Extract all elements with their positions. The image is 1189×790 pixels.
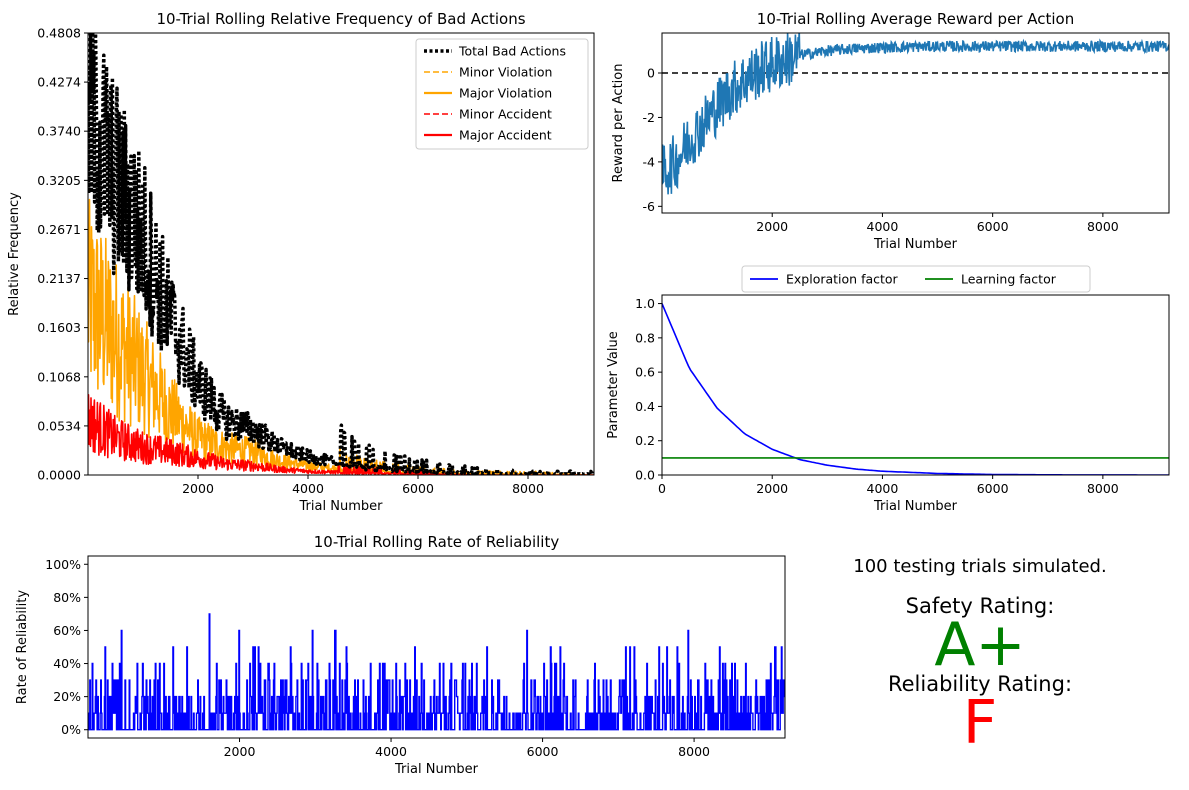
x-axis-label: Trial Number — [394, 762, 479, 777]
y-tick-label: 0.0534 — [37, 418, 81, 433]
y-tick-label: 0.2137 — [37, 271, 81, 286]
axes-frame — [87, 32, 595, 476]
y-tick-label: 0.1068 — [37, 369, 81, 384]
y-tick-label: 0.4 — [635, 399, 655, 414]
y-tick-label: 0% — [61, 722, 81, 737]
x-tick-label: 6000 — [977, 481, 1009, 496]
x-tick-label: 4000 — [292, 481, 324, 496]
x-tick-label: 8000 — [678, 744, 710, 759]
plot-area — [88, 613, 785, 731]
y-tick-label: 20% — [53, 689, 81, 704]
legend: Total Bad Actions Minor Violation Major Vi… — [415, 38, 589, 150]
y-axis-label: Reward per Action — [611, 64, 626, 183]
y-tick-label: 0.2671 — [37, 222, 81, 237]
y-tick-label: 0.3740 — [37, 124, 81, 139]
legend-label: Exploration factor — [786, 272, 899, 287]
chart-panel-3: 0 2000 4000 6000 8000 0.0 0.2 0.4 0.6 0.8 1.0 Trial… — [606, 265, 1170, 514]
x-tick-label: 8000 — [1087, 481, 1119, 496]
plot-area — [662, 33, 1169, 195]
y-tick-label: -4 — [643, 154, 656, 169]
x-tick-label: 6000 — [402, 481, 434, 496]
chart-panel-1: 2000 4000 6000 8000 0.0000 0.0534 0.1068 0.1603… — [7, 10, 595, 514]
y-tick-label: -2 — [643, 110, 655, 125]
y-tick-label: 0.3205 — [37, 173, 81, 188]
safety-rating-grade: A+ — [934, 610, 1026, 680]
chart-panel-2: 2000 4000 6000 8000 -6 -4 -2 0 10-Trial Rolling … — [611, 10, 1170, 252]
legend-label: Learning factor — [961, 272, 1057, 287]
x-tick-label: 8000 — [512, 481, 544, 496]
y-tick-label: 40% — [53, 656, 81, 671]
legend-label: Minor Accident — [459, 107, 552, 122]
chart-title: 10-Trial Rolling Relative Frequency of B… — [156, 10, 525, 28]
x-tick-label: 6000 — [977, 219, 1009, 234]
x-tick-label: 6000 — [527, 744, 559, 759]
axes-frame — [87, 555, 786, 739]
x-axis-label: Trial Number — [299, 499, 384, 514]
x-tick-label: 2000 — [756, 481, 788, 496]
y-tick-label: 0.4274 — [37, 75, 81, 90]
legend-label: Total Bad Actions — [458, 44, 566, 59]
y-tick-label: 0.0000 — [37, 468, 81, 483]
x-tick-label: 2000 — [756, 219, 788, 234]
legend-box — [415, 38, 589, 150]
y-tick-label: 0.4808 — [37, 26, 81, 41]
summary-panel: 100 testing trials simulated. Safety Rat… — [800, 552, 1160, 758]
plot-area — [88, 33, 594, 475]
series-line-total-bad-actions — [88, 33, 594, 475]
x-tick-label: 2000 — [224, 744, 256, 759]
x-tick-label: 8000 — [1087, 219, 1119, 234]
trials-count-text: 100 testing trials simulated. — [853, 556, 1107, 577]
reliability-series-line — [88, 613, 785, 731]
plot-area — [662, 303, 1169, 475]
x-tick-label: 4000 — [867, 219, 899, 234]
axes-frame — [661, 294, 1170, 476]
legend: Exploration factor Learning factor — [741, 265, 1091, 293]
axes-frame — [661, 32, 1170, 214]
x-axis-label: Trial Number — [873, 237, 958, 252]
x-axis-label: Trial Number — [873, 499, 958, 514]
y-tick-label: 60% — [53, 623, 81, 638]
legend-label: Minor Violation — [459, 65, 552, 80]
y-tick-label: 0.2 — [635, 433, 655, 448]
y-tick-label: 100% — [45, 557, 81, 572]
reliability-rating-label: Reliability Rating: — [887, 672, 1073, 696]
series-line-exploration-factor — [662, 303, 1169, 475]
x-tick-label: 4000 — [867, 481, 899, 496]
y-axis-label: Parameter Value — [606, 331, 621, 438]
legend-label: Major Accident — [459, 128, 552, 143]
y-tick-label: 1.0 — [635, 296, 655, 311]
y-tick-label: 0.6 — [635, 365, 655, 380]
series-line-major-accident — [88, 394, 594, 475]
y-tick-label: 0.0 — [635, 468, 655, 483]
y-tick-label: 80% — [53, 590, 81, 605]
reliability-rating-grade: F — [962, 688, 998, 758]
y-tick-label: -6 — [643, 199, 656, 214]
y-tick-label: 0.1603 — [37, 320, 81, 335]
x-tick-label: 2000 — [182, 481, 214, 496]
chart-panel-4: 2000 4000 6000 8000 0% 20% 40% 60% 80% 100% 10-Tri… — [15, 533, 786, 777]
y-axis-label: Rate of Reliability — [15, 590, 30, 704]
y-tick-label: 0 — [647, 66, 655, 81]
reward-series-line — [662, 33, 1169, 195]
x-tick-label: 0 — [658, 481, 666, 496]
y-axis-label: Relative Frequency — [7, 192, 22, 316]
legend-label: Major Violation — [459, 86, 552, 101]
chart-title: 10-Trial Rolling Average Reward per Acti… — [757, 10, 1074, 28]
chart-title: 10-Trial Rolling Rate of Reliability — [314, 533, 560, 551]
safety-rating-label: Safety Rating: — [905, 594, 1055, 618]
legend-box — [741, 265, 1091, 293]
y-tick-label: 0.8 — [635, 330, 655, 345]
x-tick-label: 4000 — [375, 744, 407, 759]
